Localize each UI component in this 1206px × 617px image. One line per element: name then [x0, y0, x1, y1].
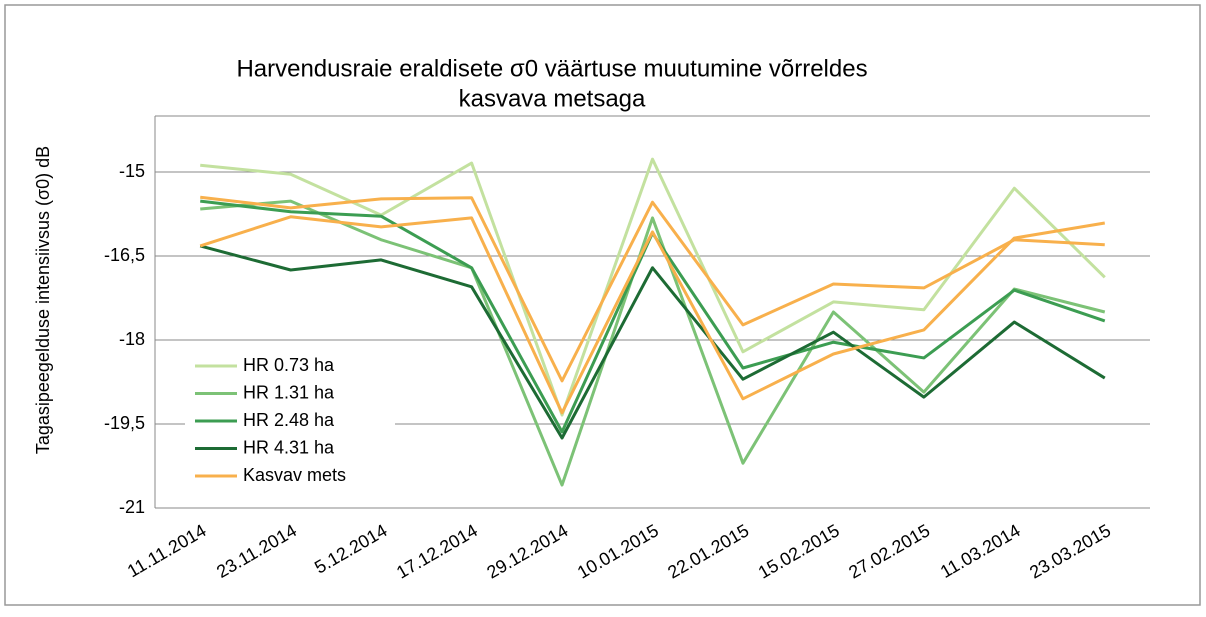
series-line — [200, 199, 1106, 487]
series-line — [199, 215, 1106, 415]
y-tick-label: -16,5 — [104, 245, 145, 265]
y-axis-label: Tagasipeegelduse intensiivsus (σ0) dB — [33, 146, 53, 454]
y-tick-label: -21 — [119, 497, 145, 517]
legend-label: Kasvav mets — [243, 465, 346, 485]
chart-title: kasvava metsaga — [459, 85, 646, 112]
series-line — [200, 195, 1105, 383]
series-line — [199, 244, 1106, 440]
legend-label: HR 1.31 ha — [243, 382, 335, 402]
y-tick-label: -18 — [119, 329, 145, 349]
legend-label: HR 4.31 ha — [243, 437, 335, 457]
y-tick-label: -19,5 — [104, 413, 145, 433]
y-tick-label: -15 — [119, 161, 145, 181]
legend-label: HR 0.73 ha — [243, 355, 335, 375]
chart-title: Harvendusraie eraldisete σ0 väärtuse muu… — [236, 55, 867, 82]
legend-label: HR 2.48 ha — [243, 410, 335, 430]
